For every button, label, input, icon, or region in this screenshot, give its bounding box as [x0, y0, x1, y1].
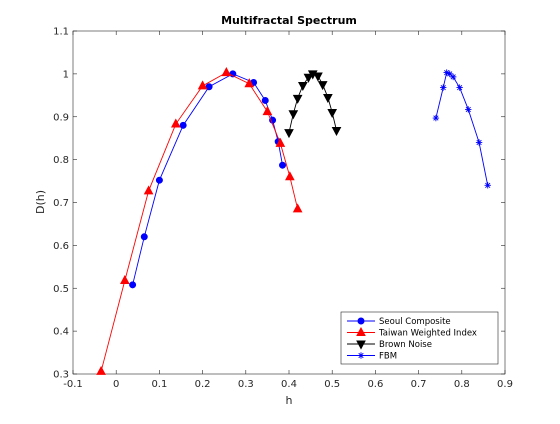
- x-axis-label: h: [286, 394, 293, 407]
- data-point-brown-noise: [303, 73, 314, 83]
- data-point-brown-noise: [292, 94, 303, 104]
- y-tick-label: 0.7: [53, 198, 69, 209]
- series-fbm: [432, 69, 491, 189]
- data-point-fbm: [432, 114, 440, 122]
- y-tick-label: 1: [63, 69, 69, 80]
- data-point-fbm: [456, 84, 463, 91]
- data-point-seoul-composite: [279, 161, 287, 169]
- data-point-brown-noise: [331, 126, 342, 137]
- series-brown-noise: [284, 70, 342, 139]
- y-tick-label: 0.4: [53, 327, 69, 338]
- data-point-seoul-composite: [261, 96, 269, 104]
- x-tick-label: 0.1: [151, 379, 167, 390]
- data-point-brown-noise: [313, 72, 323, 82]
- data-point-fbm: [443, 69, 450, 76]
- data-point-brown-noise: [327, 108, 338, 119]
- data-point-brown-noise: [323, 93, 333, 104]
- x-tick-label: 0.9: [497, 379, 513, 390]
- series-layer: [96, 67, 491, 375]
- data-point-fbm: [475, 139, 483, 146]
- y-tick-label: 0.5: [53, 284, 69, 295]
- data-point-fbm: [465, 106, 472, 113]
- legend-entry-fbm: FBM: [347, 352, 397, 362]
- chart-title: Multifractal Spectrum: [221, 14, 357, 27]
- data-point-brown-noise: [297, 81, 308, 92]
- data-point-fbm: [446, 70, 453, 78]
- data-point-taiwan-weighted-index: [262, 106, 273, 116]
- x-tick-label: 0.7: [411, 379, 427, 390]
- y-tick-label: 0.8: [53, 155, 69, 166]
- data-point-fbm: [440, 84, 447, 91]
- y-tick-label: 0.6: [53, 241, 69, 252]
- data-point-fbm: [449, 73, 457, 81]
- data-point-brown-noise: [284, 129, 294, 139]
- legend-marker-fbm: [357, 352, 365, 359]
- data-point-brown-noise: [317, 81, 328, 91]
- data-point-taiwan-weighted-index: [197, 80, 208, 90]
- data-point-seoul-composite: [140, 233, 148, 241]
- legend-marker-brown-noise: [356, 340, 366, 350]
- data-point-seoul-composite: [179, 121, 187, 129]
- legend-label-fbm: FBM: [379, 352, 397, 362]
- data-point-taiwan-weighted-index: [221, 67, 232, 77]
- x-tick-label: 0.4: [281, 379, 297, 390]
- data-point-fbm: [484, 182, 491, 189]
- legend-label-brown-noise: Brown Noise: [379, 340, 432, 350]
- y-tick-label: 1.1: [53, 27, 69, 38]
- legend: Seoul Composite Taiwan Weighted IndexBrow…: [340, 311, 499, 365]
- y-tick-label: 0.3: [53, 370, 69, 381]
- legend-entry-seoul-composite: Seoul Composite: [347, 317, 451, 327]
- legend-entry-taiwan-weighted-index: Taiwan Weighted Index: [347, 326, 477, 339]
- x-tick-label: 0.6: [367, 379, 383, 390]
- data-point-seoul-composite: [155, 176, 163, 184]
- legend-label-seoul-composite: Seoul Composite: [379, 317, 451, 327]
- legend-marker-seoul-composite: [357, 317, 365, 325]
- data-point-taiwan-weighted-index: [292, 203, 303, 213]
- data-point-seoul-composite: [129, 281, 137, 289]
- data-point-seoul-composite: [205, 83, 213, 91]
- data-point-taiwan-weighted-index: [170, 118, 181, 128]
- data-point-taiwan-weighted-index: [143, 185, 154, 195]
- data-point-taiwan-weighted-index: [285, 171, 295, 181]
- axis-ticks: -0.1 0 0.1 0.2 0.3 0.4 0.5 0.6 0.7 0.8 0.9 0.3 0.4 0.…: [53, 27, 513, 391]
- data-point-taiwan-weighted-index: [96, 365, 106, 375]
- x-tick-label: 0: [113, 379, 119, 390]
- data-point-brown-noise: [288, 110, 299, 120]
- legend-marker-taiwan-weighted-index: [356, 326, 366, 336]
- legend-entry-brown-noise: Brown Noise: [347, 340, 432, 350]
- data-point-taiwan-weighted-index: [275, 137, 286, 147]
- x-tick-label: 0.8: [454, 379, 470, 390]
- y-tick-label: 0.9: [53, 112, 69, 123]
- legend-label-taiwan-weighted-index: Taiwan Weighted Index: [378, 329, 477, 339]
- x-tick-label: 0.3: [238, 379, 254, 390]
- series-taiwan-weighted-index: [96, 67, 303, 375]
- data-point-taiwan-weighted-index: [244, 78, 255, 88]
- x-tick-label: 0.2: [195, 379, 211, 390]
- x-tick-label: -0.1: [63, 379, 83, 390]
- y-axis-label: D(h): [34, 190, 47, 214]
- data-point-taiwan-weighted-index: [120, 274, 130, 285]
- x-tick-label: 0.5: [324, 379, 340, 390]
